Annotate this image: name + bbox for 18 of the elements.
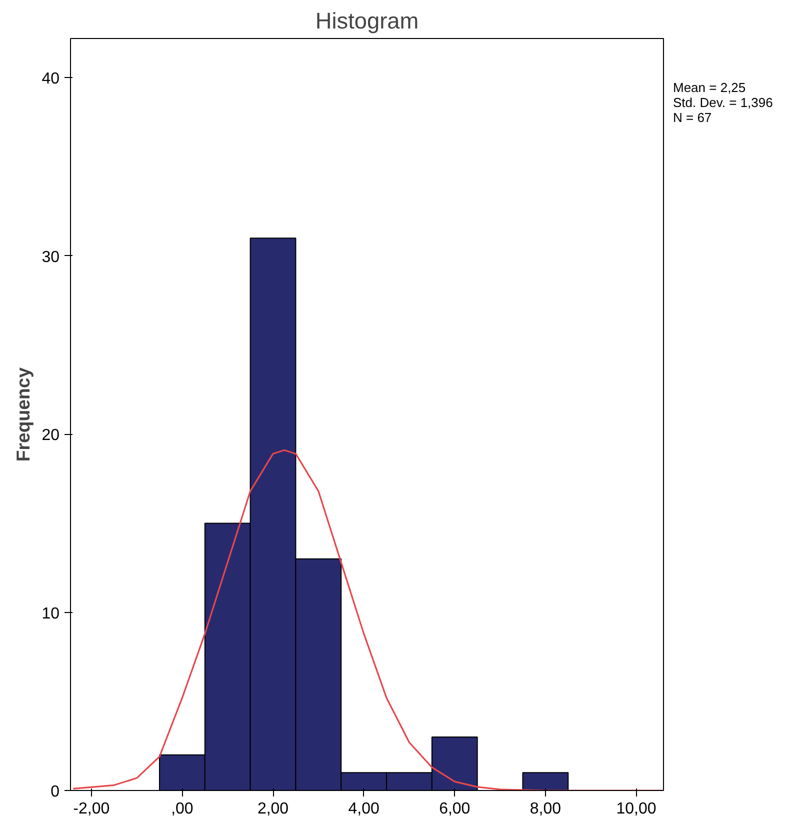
y-tick-label: 30 <box>42 248 60 266</box>
x-tick-label: 8,00 <box>530 800 562 816</box>
x-tick-label: 4,00 <box>348 800 380 816</box>
text: Std. Dev. = 1,396 <box>673 95 773 110</box>
x-tick-label: 2,00 <box>257 800 289 816</box>
x-tick-label: 10,00 <box>616 800 656 816</box>
x-tick-label: 6,00 <box>439 800 470 816</box>
y-tick-label: 0 <box>50 784 60 800</box>
y-tick-label: 10 <box>42 605 60 622</box>
y-tick-label: 20 <box>42 427 60 444</box>
text: N = 67 <box>673 110 713 125</box>
x-tick-label: -2,00 <box>73 800 110 816</box>
line-series <box>72 449 664 790</box>
chart-title: Histogram <box>315 8 419 34</box>
y-tick-label: 40 <box>42 70 60 88</box>
text: Mean = 2,25 <box>673 80 747 95</box>
x-tick-label: ,00 <box>171 800 194 816</box>
y-axis-title: Frequency <box>12 366 34 462</box>
